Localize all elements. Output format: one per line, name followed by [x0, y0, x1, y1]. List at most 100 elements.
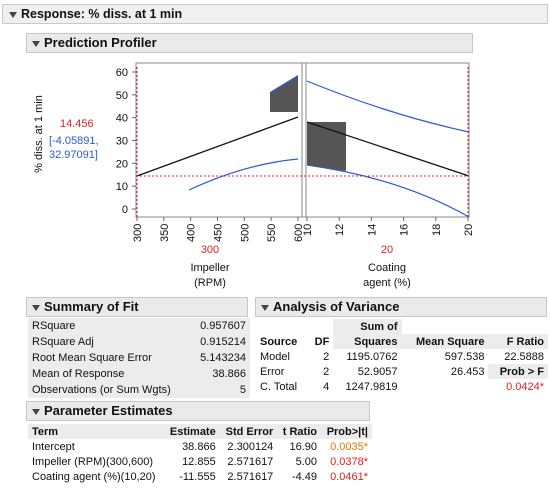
- anova-title: Analysis of Variance: [273, 299, 400, 314]
- pe-cell-t: 16.90: [289, 440, 317, 453]
- fit-stat-label: RSquare Adj: [28, 334, 191, 350]
- pe-cell-term: Intercept: [32, 440, 75, 453]
- anova-cell-ms: 597.538: [444, 350, 485, 363]
- anova-cell-ss: 52.9057: [357, 365, 398, 378]
- fit-stat-label: Mean of Response: [28, 366, 191, 382]
- anova-cell-source: Error: [260, 365, 285, 378]
- coating-prediction-line: [306, 121, 470, 177]
- coating-x-ticks: 10 12 14 16 18 20: [302, 217, 475, 236]
- pe-cell-t: 5.00: [295, 455, 317, 468]
- summary-of-fit-header[interactable]: Summary of Fit: [26, 297, 248, 317]
- pe-col-term: Term: [32, 425, 59, 438]
- fit-stat-label: Root Mean Square Error: [28, 350, 191, 366]
- y-tick-label: 50: [116, 90, 128, 102]
- anova-row: C. Total 4 1247.9819 0.0424*: [256, 379, 548, 394]
- coating-current-value[interactable]: 20: [380, 244, 394, 256]
- report-title: Response: % diss. at 1 min: [21, 7, 183, 21]
- pe-col-estimate: Estimate: [169, 425, 216, 438]
- parameter-estimates-table: Term Estimate Std Error t Ratio Prob>|t|…: [28, 424, 372, 484]
- fit-stat-label: RSquare: [28, 318, 191, 334]
- y-tick-label: 40: [116, 113, 128, 125]
- coating-tick-label: 14: [366, 224, 378, 236]
- anova-cell-df: 2: [323, 365, 330, 378]
- pe-cell-estimate: -11.555: [179, 470, 216, 483]
- pe-cell-p: 0.0378*: [330, 455, 368, 468]
- coating-label-1: Coating: [368, 262, 406, 274]
- anova-table: Sum of Source DF Squares Mean Square F R…: [256, 319, 548, 394]
- fit-stat-label: Observations (or Sum Wgts): [28, 382, 191, 398]
- anova-col-df: DF: [314, 335, 330, 348]
- coating-tick-label: 16: [399, 224, 411, 236]
- disclosure-triangle-icon[interactable]: [32, 40, 40, 47]
- pe-cell-se: 2.571617: [227, 455, 274, 468]
- impeller-x-ticks: 300 350 400 450 500 550 600: [132, 217, 305, 242]
- impeller-tick-label: 600: [293, 224, 305, 242]
- impeller-tick-label: 400: [186, 224, 198, 242]
- y-tick-label: 60: [116, 67, 128, 79]
- parameter-row: Intercept 38.866 2.300124 16.90 0.0035*: [28, 439, 372, 454]
- anova-cell-ms: 26.453: [450, 365, 485, 378]
- coating-label-2: agent (%): [363, 277, 411, 289]
- y-tick-label: 20: [116, 158, 128, 170]
- fit-stat-value: 38.866: [190, 366, 250, 382]
- pe-col-p: Prob>|t|: [326, 425, 368, 438]
- anova-cell-ss: 1247.9819: [345, 380, 398, 393]
- anova-prob-value: 0.0424*: [506, 380, 544, 393]
- anova-col-ss1: Sum of: [333, 319, 402, 334]
- y-tick-label: 0: [122, 204, 128, 216]
- fit-stat-value: 5.143234: [190, 350, 250, 366]
- anova-col-ms: Mean Square: [401, 334, 489, 349]
- anova-col-prob: Prob > F: [488, 364, 548, 379]
- pe-cell-p: 0.0035*: [330, 440, 368, 453]
- summary-of-fit-row: Observations (or Sum Wgts) 5: [28, 382, 250, 398]
- coating-ci-box: [307, 122, 346, 171]
- summary-of-fit-row: RSquare Adj 0.915214: [28, 334, 250, 350]
- coating-tick-label: 18: [431, 224, 443, 236]
- coating-tick-label: 10: [302, 224, 314, 236]
- anova-col-f: F Ratio: [488, 334, 548, 349]
- impeller-tick-label: 550: [266, 224, 278, 242]
- impeller-label-1: Impeller: [190, 262, 230, 274]
- pe-col-se: Std Error: [225, 425, 274, 438]
- prediction-profiler-header[interactable]: Prediction Profiler: [26, 33, 473, 53]
- summary-of-fit-row: Root Mean Square Error 5.143234: [28, 350, 250, 366]
- impeller-prediction-line: [136, 116, 299, 177]
- anova-cell-ss: 1195.0762: [346, 350, 398, 363]
- parameter-estimates-header[interactable]: Parameter Estimates: [26, 401, 370, 421]
- disclosure-triangle-icon[interactable]: [32, 408, 40, 415]
- fit-stat-value: 5: [190, 382, 250, 398]
- impeller-lower-ci: [188, 158, 299, 191]
- coating-upper-ci: [306, 80, 470, 133]
- pe-cell-t: -4.49: [291, 470, 317, 483]
- impeller-tick-label: 300: [132, 224, 144, 242]
- impeller-current-value[interactable]: 300: [200, 244, 220, 256]
- pe-cell-p: 0.0461*: [330, 470, 368, 483]
- impeller-label-2: (RPM): [194, 277, 226, 289]
- fit-stat-value: 0.915214: [190, 334, 250, 350]
- anova-row: Model 2 1195.0762 597.538 22.5888: [256, 349, 548, 364]
- report-title-bar[interactable]: Response: % diss. at 1 min: [2, 4, 548, 24]
- y-tick-label: 10: [116, 181, 128, 193]
- anova-row: Error 2 52.9057 26.453 Prob > F: [256, 364, 548, 379]
- anova-cell-source: Model: [260, 350, 290, 363]
- anova-cell-ms: [402, 379, 489, 394]
- impeller-tick-label: 450: [213, 224, 225, 242]
- profiler-plot[interactable]: 0 10 20 30 40 50 60 300 350 400 450 500 550 600 10 12…: [0, 0, 550, 300]
- pe-cell-se: 2.300124: [227, 440, 274, 453]
- coating-tick-label: 12: [334, 224, 346, 236]
- pe-cell-term: Impeller (RPM)(300,600): [32, 455, 154, 468]
- anova-cell-df: 2: [323, 350, 330, 363]
- fit-stat-value: 0.957607: [190, 318, 250, 334]
- disclosure-triangle-icon[interactable]: [9, 11, 17, 18]
- predicted-value: 14.456: [60, 118, 94, 130]
- disclosure-triangle-icon[interactable]: [261, 304, 269, 311]
- anova-header[interactable]: Analysis of Variance: [255, 297, 547, 317]
- impeller-ci-box: [270, 75, 298, 112]
- disclosure-triangle-icon[interactable]: [32, 304, 40, 311]
- y-tick-label: 30: [116, 136, 128, 148]
- y-axis-ticks: 0 10 20 30 40 50 60: [116, 67, 136, 216]
- anova-col-ss2: Squares: [333, 334, 402, 349]
- coating-tick-label: 20: [463, 224, 475, 236]
- anova-cell-df: 4: [323, 380, 330, 393]
- confidence-interval: [-4.05891, 32.97091]: [49, 135, 99, 161]
